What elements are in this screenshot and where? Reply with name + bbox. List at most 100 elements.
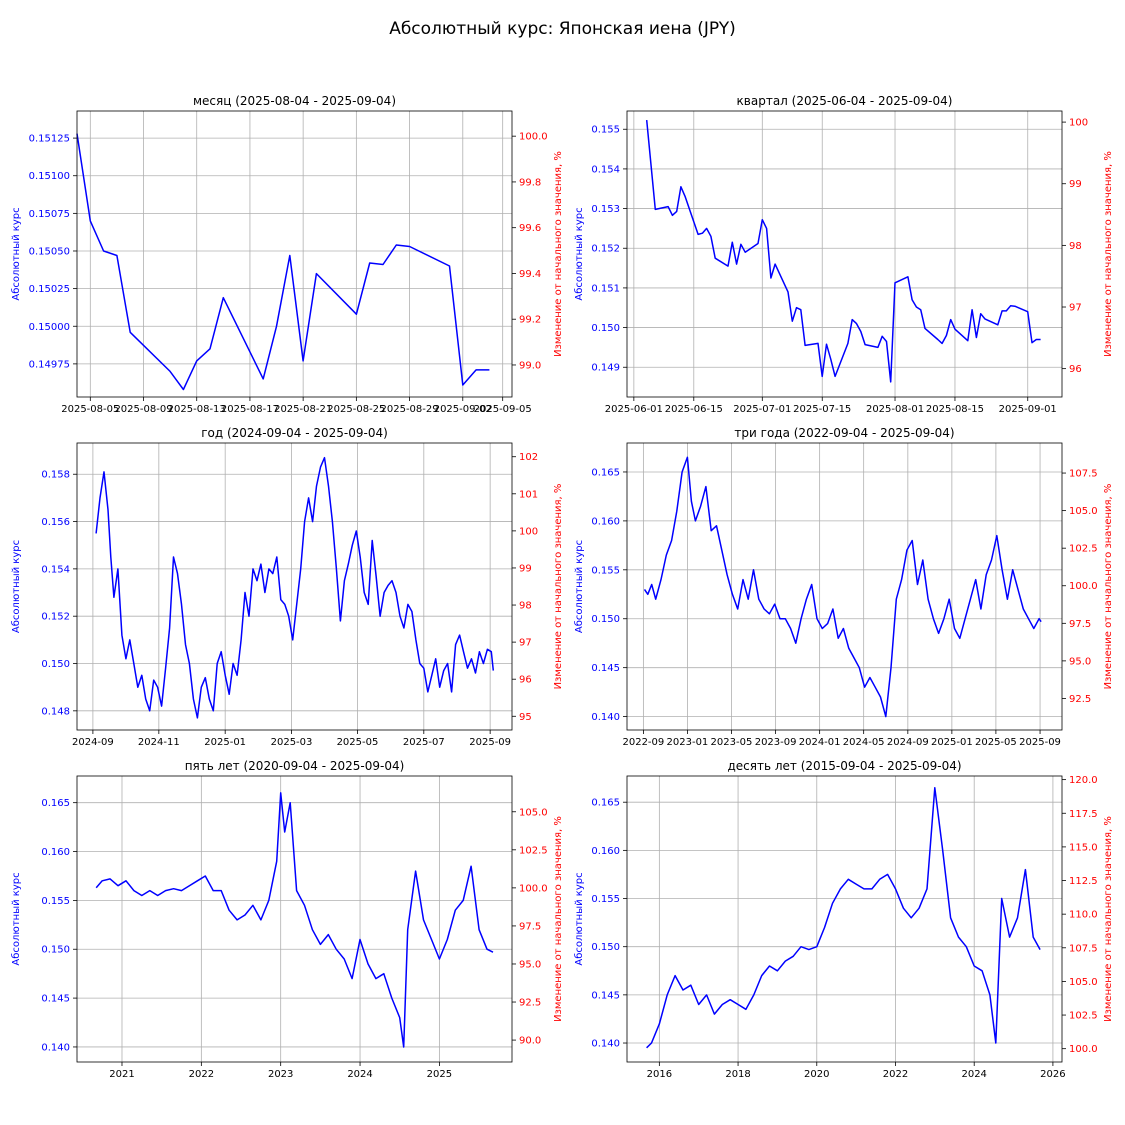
y-tick-label: 0.15050 [29, 246, 70, 257]
x-tick-label: 2025-09-02 [434, 404, 492, 415]
x-tick-label: 2016 [647, 1069, 672, 1080]
y-tick-label: 0.165 [591, 467, 620, 478]
x-tick-label: 2024-01 [799, 737, 841, 748]
y2-tick-label: 99.0 [519, 360, 541, 371]
y2-tick-label: 102.5 [1069, 544, 1098, 555]
x-tick-label: 2025-07 [403, 737, 445, 748]
x-tick-label: 2024-09 [72, 737, 114, 748]
y2-tick-label: 99.6 [519, 223, 541, 234]
y2-tick-label: 97 [1069, 303, 1082, 314]
chart-title: три года (2022-09-04 - 2025-09-04) [734, 426, 954, 440]
y-tick-label: 0.150 [591, 323, 620, 334]
x-tick-label: 2024-05 [843, 737, 885, 748]
y2-tick-label: 100 [519, 526, 538, 537]
y-axis-label: Абсолютный курс [574, 207, 585, 300]
y-tick-label: 0.14975 [29, 359, 70, 370]
plot-frame [76, 110, 513, 398]
y2-tick-label: 97.5 [519, 921, 541, 932]
y-tick-label: 0.160 [591, 846, 620, 857]
y2-tick-label: 99 [519, 563, 532, 574]
x-tick-label: 2025-08-21 [274, 404, 332, 415]
y2-tick-label: 99.4 [519, 269, 541, 280]
x-tick-label: 2020 [804, 1069, 829, 1080]
y2-tick-label: 100.0 [1069, 1044, 1098, 1055]
x-tick-label: 2022-09 [622, 737, 664, 748]
chart-title: квартал (2025-06-04 - 2025-09-04) [737, 94, 953, 108]
y2-tick-label: 95 [519, 712, 532, 723]
x-tick-label: 2025-09 [1019, 737, 1061, 748]
x-tick-label: 2025-08-09 [114, 404, 172, 415]
x-tick-label: 2023-09 [755, 737, 797, 748]
chart-panel-5: 2021 2022 2023 2024 2025 0.140 0.145 0.150 0.155… [11, 759, 564, 1080]
y-tick-label: 0.165 [591, 798, 620, 809]
y-tick-label: 0.15075 [29, 209, 70, 220]
y2-tick-label: 117.5 [1069, 809, 1098, 820]
x-tick-label: 2025-06-01 [605, 404, 663, 415]
x-tick-label: 2025-08-25 [327, 404, 385, 415]
y-axis-label: Абсолютный курс [11, 540, 22, 633]
y2-tick-label: 102 [519, 452, 538, 463]
chart-panel-1: 2025-08-052025-08-092025-08-132025-08-17… [11, 94, 564, 415]
chart-title: год (2024-09-04 - 2025-09-04) [201, 426, 388, 440]
x-tick-label: 2025 [427, 1069, 452, 1080]
x-tick-label: 2024 [347, 1069, 372, 1080]
y2-axis-label: Изменение от начального значения, % [1103, 484, 1114, 690]
y-tick-label: 0.165 [41, 798, 70, 809]
plot-frame [626, 775, 1063, 1063]
x-tick-label: 2025-08-05 [61, 404, 119, 415]
y2-tick-label: 99.8 [519, 177, 541, 188]
x-tick-label: 2025-03 [271, 737, 313, 748]
x-tick-label: 2025-09-05 [474, 404, 532, 415]
y2-tick-label: 100 [1069, 118, 1088, 129]
x-tick-label: 2025-08-17 [221, 404, 279, 415]
y2-tick-label: 98 [519, 601, 532, 612]
x-tick-label: 2022 [189, 1069, 214, 1080]
y2-tick-label: 120.0 [1069, 775, 1098, 786]
y-tick-label: 0.149 [591, 363, 620, 374]
x-tick-label: 2025-08-01 [866, 404, 924, 415]
x-tick-label: 2026 [1040, 1069, 1065, 1080]
x-tick-label: 2024 [961, 1069, 986, 1080]
x-tick-label: 2025-05 [975, 737, 1017, 748]
y-axis-label: Абсолютный курс [11, 872, 22, 965]
y-tick-label: 0.153 [591, 204, 620, 215]
figure-title: Абсолютный курс: Японская иена (JPY) [389, 19, 736, 39]
y-tick-label: 0.15025 [29, 284, 70, 295]
y-axis-label: Абсолютный курс [574, 872, 585, 965]
chart-panel-6: 2016 2018 2020 2022 2024 2026 0.140 0.145 0.150 0… [574, 759, 1114, 1080]
x-tick-label: 2021 [109, 1069, 134, 1080]
y2-tick-label: 92.5 [519, 998, 541, 1009]
y-tick-label: 0.140 [591, 1039, 620, 1050]
y-tick-label: 0.151 [591, 283, 620, 294]
y-tick-label: 0.155 [41, 896, 70, 907]
data-line [95, 792, 494, 1048]
plot-frame [626, 110, 1063, 398]
y-tick-label: 0.158 [41, 470, 70, 481]
x-tick-label: 2025-08-29 [381, 404, 439, 415]
plot-frame [76, 775, 513, 1063]
data-line [645, 120, 1041, 383]
y-tick-label: 0.150 [41, 659, 70, 670]
y2-tick-label: 102.5 [1069, 1011, 1098, 1022]
y-tick-label: 0.15100 [29, 171, 70, 182]
chart-panel-2: 2025-06-01 2025-06-15 2025-07-01 2025-07-15… [574, 94, 1114, 415]
y-tick-label: 0.145 [41, 994, 70, 1005]
data-line [646, 787, 1041, 1049]
y-tick-label: 0.150 [591, 942, 620, 953]
plot-frame [76, 442, 513, 731]
y2-tick-label: 105.0 [1069, 506, 1098, 517]
y2-tick-label: 96 [519, 675, 532, 686]
chart-panel-3: 2024-09 2024-11 2025-01 2025-03 2025-05 2025-… [11, 426, 564, 748]
y-tick-label: 0.150 [591, 614, 620, 625]
x-tick-label: 2025-08-15 [926, 404, 984, 415]
y-tick-label: 0.152 [591, 244, 620, 255]
y-tick-label: 0.160 [41, 847, 70, 858]
y2-tick-label: 107.5 [1069, 469, 1098, 480]
data-line [76, 133, 490, 391]
y2-tick-label: 100.0 [1069, 581, 1098, 592]
y-tick-label: 0.145 [591, 990, 620, 1001]
y-tick-label: 0.155 [591, 894, 620, 905]
y-tick-label: 0.154 [41, 564, 70, 575]
